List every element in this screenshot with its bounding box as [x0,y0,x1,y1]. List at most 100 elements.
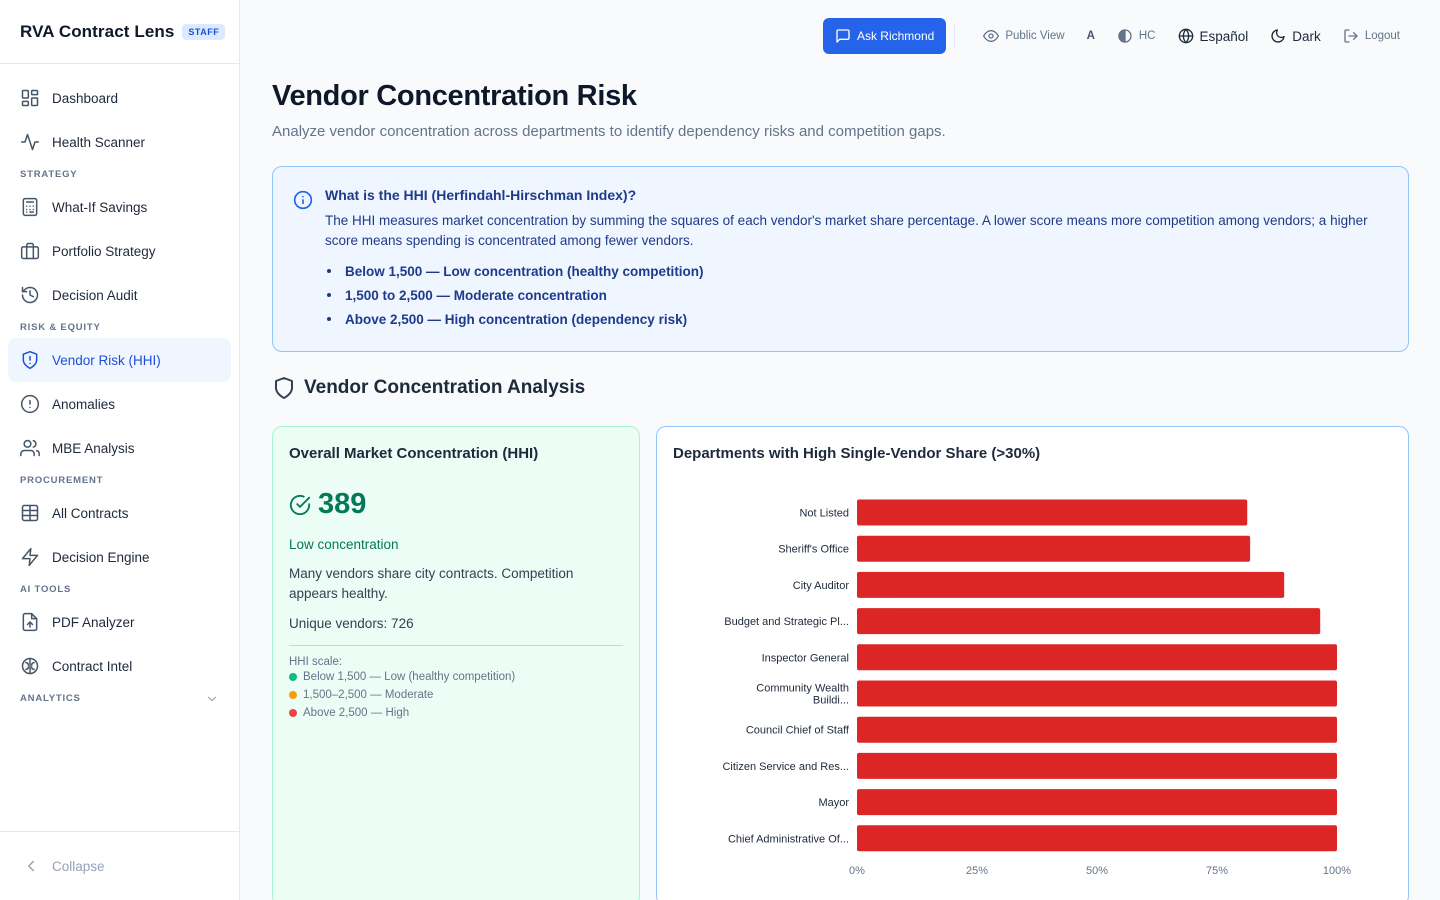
unique-vendors: Unique vendors: 726 [289,616,414,631]
brand: RVA Contract Lens STAFF [0,0,239,64]
chart-bar[interactable] [857,789,1337,816]
chart-bar[interactable] [857,571,1285,598]
chart-category-label: Sheriff's Office [778,544,849,556]
collapse-button[interactable]: Collapse [0,831,239,900]
chart-bar[interactable] [857,752,1337,779]
hhi-scale-low-label: Below 1,500 — Low (healthy competition) [303,671,516,683]
chart-bar[interactable] [857,680,1337,707]
chart-bar[interactable] [857,825,1337,852]
sidebar-section-label: PROCUREMENT [20,475,104,486]
sidebar-item-health-scanner[interactable]: Health Scanner [8,120,231,164]
public-view-button[interactable]: Public View [975,18,1072,54]
font-size-button[interactable]: A [1079,18,1103,54]
sidebar-item-label: Vendor Risk (HHI) [52,352,161,368]
chart-bar[interactable] [857,644,1337,671]
hhi-value-row: 389 [289,488,623,521]
language-label: Español [1199,28,1249,44]
sidebar-item-anomalies[interactable]: Anomalies [8,382,231,426]
page-title: Vendor Concentration Risk [272,80,637,112]
chart-category-label: Inspector General [762,652,849,664]
chart-category-label: Council Chief of Staff [746,725,850,737]
sidebar-section-analytics[interactable]: ANALYTICS [0,688,239,709]
chart-x-tick-label: 50% [1086,865,1108,877]
dashboard-icon [21,89,39,107]
hhi-value: 389 [318,488,367,520]
language-button[interactable]: Español [1170,18,1257,54]
info-bullet-high: Above 2,500 — High concentration (depend… [325,307,1388,331]
info-title: What is the HHI (Herfindahl-Hirschman In… [325,187,637,203]
sidebar-section-procurement: PROCUREMENT [0,470,239,491]
shield-alert-icon [22,350,38,370]
high-contrast-button[interactable]: HC [1109,18,1164,54]
chart-category-label: Budget and Strategic Pl... [724,616,849,628]
ask-richmond-label: Ask Richmond [856,29,935,43]
sidebar-item-label: Health Scanner [52,134,146,150]
chart-title: Departments with High Single-Vendor Shar… [673,445,1041,462]
hhi-scale-moderate-label: 1,500–2,500 — Moderate [303,689,434,701]
chart-category-label: Not Listed [799,508,849,520]
sidebar-item-label: PDF Analyzer [52,614,135,630]
sidebar-item-what-if-savings[interactable]: What-If Savings [8,185,231,229]
hhi-card-title: Overall Market Concentration (HHI) [289,445,539,462]
analysis-section-title: Vendor Concentration Analysis [304,377,586,398]
hhi-description: Many vendors share city contracts. Compe… [289,566,574,601]
sidebar-item-label: Decision Audit [52,287,138,303]
red-dot-icon [289,709,297,717]
sidebar-item-contract-intel[interactable]: Contract Intel [8,644,231,688]
sidebar-item-label: Dashboard [52,90,119,106]
info-bullets: Below 1,500 — Low concentration (healthy… [325,259,1388,331]
topbar-divider [954,25,956,47]
sidebar-item-label: Contract Intel [52,658,133,674]
info-bullet-moderate: 1,500 to 2,500 — Moderate concentration [325,283,1388,307]
dark-mode-button[interactable]: Dark [1262,18,1329,54]
chevron-down-icon [207,696,217,701]
high-contrast-label: HC [1138,30,1156,42]
font-size-label: A [1086,30,1095,42]
dark-mode-label: Dark [1292,28,1321,44]
page-subtitle: Analyze vendor concentration across depa… [272,123,946,140]
sidebar-item-label: MBE Analysis [52,440,135,456]
chart-x-tick-label: 100% [1323,865,1351,877]
check-circle-icon [289,494,311,515]
analysis-section-header: Vendor Concentration Analysis [272,376,1409,400]
contrast-icon [1118,29,1132,43]
sidebar-item-label: What-If Savings [52,199,148,215]
sidebar-section-label: STRATEGY [20,169,78,180]
sidebar-item-pdf-analyzer[interactable]: PDF Analyzer [8,600,231,644]
sidebar-item-decision-engine[interactable]: Decision Engine [8,535,231,579]
hhi-scale-high-label: Above 2,500 — High [303,707,410,719]
chart-x-tick-label: 75% [1206,865,1228,877]
chart-bar[interactable] [857,535,1251,562]
sidebar-item-dashboard[interactable]: Dashboard [8,76,231,120]
file-upload-icon [22,612,38,632]
public-view-label: Public View [1005,30,1065,42]
sidebar-item-mbe-analysis[interactable]: MBE Analysis [8,426,231,470]
sidebar-item-decision-audit[interactable]: Decision Audit [8,273,231,317]
sidebar-item-portfolio-strategy[interactable]: Portfolio Strategy [8,229,231,273]
info-bullet-low: Below 1,500 — Low concentration (healthy… [325,259,1388,283]
sidebar-section-strategy: STRATEGY [0,164,239,185]
logout-icon [1344,29,1358,43]
brain-icon [21,657,39,675]
sidebar-item-label: All Contracts [52,505,129,521]
sidebar-item-all-contracts[interactable]: All Contracts [8,491,231,535]
calculator-icon [22,197,38,217]
hhi-info-box: What is the HHI (Herfindahl-Hirschman In… [272,166,1409,352]
sidebar-item-vendor-risk-hhi[interactable]: Vendor Risk (HHI) [8,338,231,382]
briefcase-icon [20,242,40,260]
chart-x-tick-label: 0% [849,865,865,877]
chart-category-label: City Auditor [793,580,850,592]
users-icon [20,439,40,457]
logout-button[interactable]: Logout [1335,18,1408,54]
sidebar-item-label: Anomalies [52,396,116,412]
sidebar-nav: Dashboard Health Scanner STRATEGY What-If S… [0,64,239,709]
ask-richmond-button[interactable]: Ask Richmond [822,18,947,54]
amber-dot-icon [289,691,297,699]
green-dot-icon [289,673,297,681]
chart-bar[interactable] [857,608,1321,635]
chart-bar[interactable] [857,716,1337,743]
chart-bar[interactable] [857,499,1248,526]
staff-badge: STAFF [182,23,226,40]
sidebar-section-label: AI TOOLS [20,584,72,595]
main-content: Vendor Concentration Risk Analyze vendor… [272,72,1409,900]
